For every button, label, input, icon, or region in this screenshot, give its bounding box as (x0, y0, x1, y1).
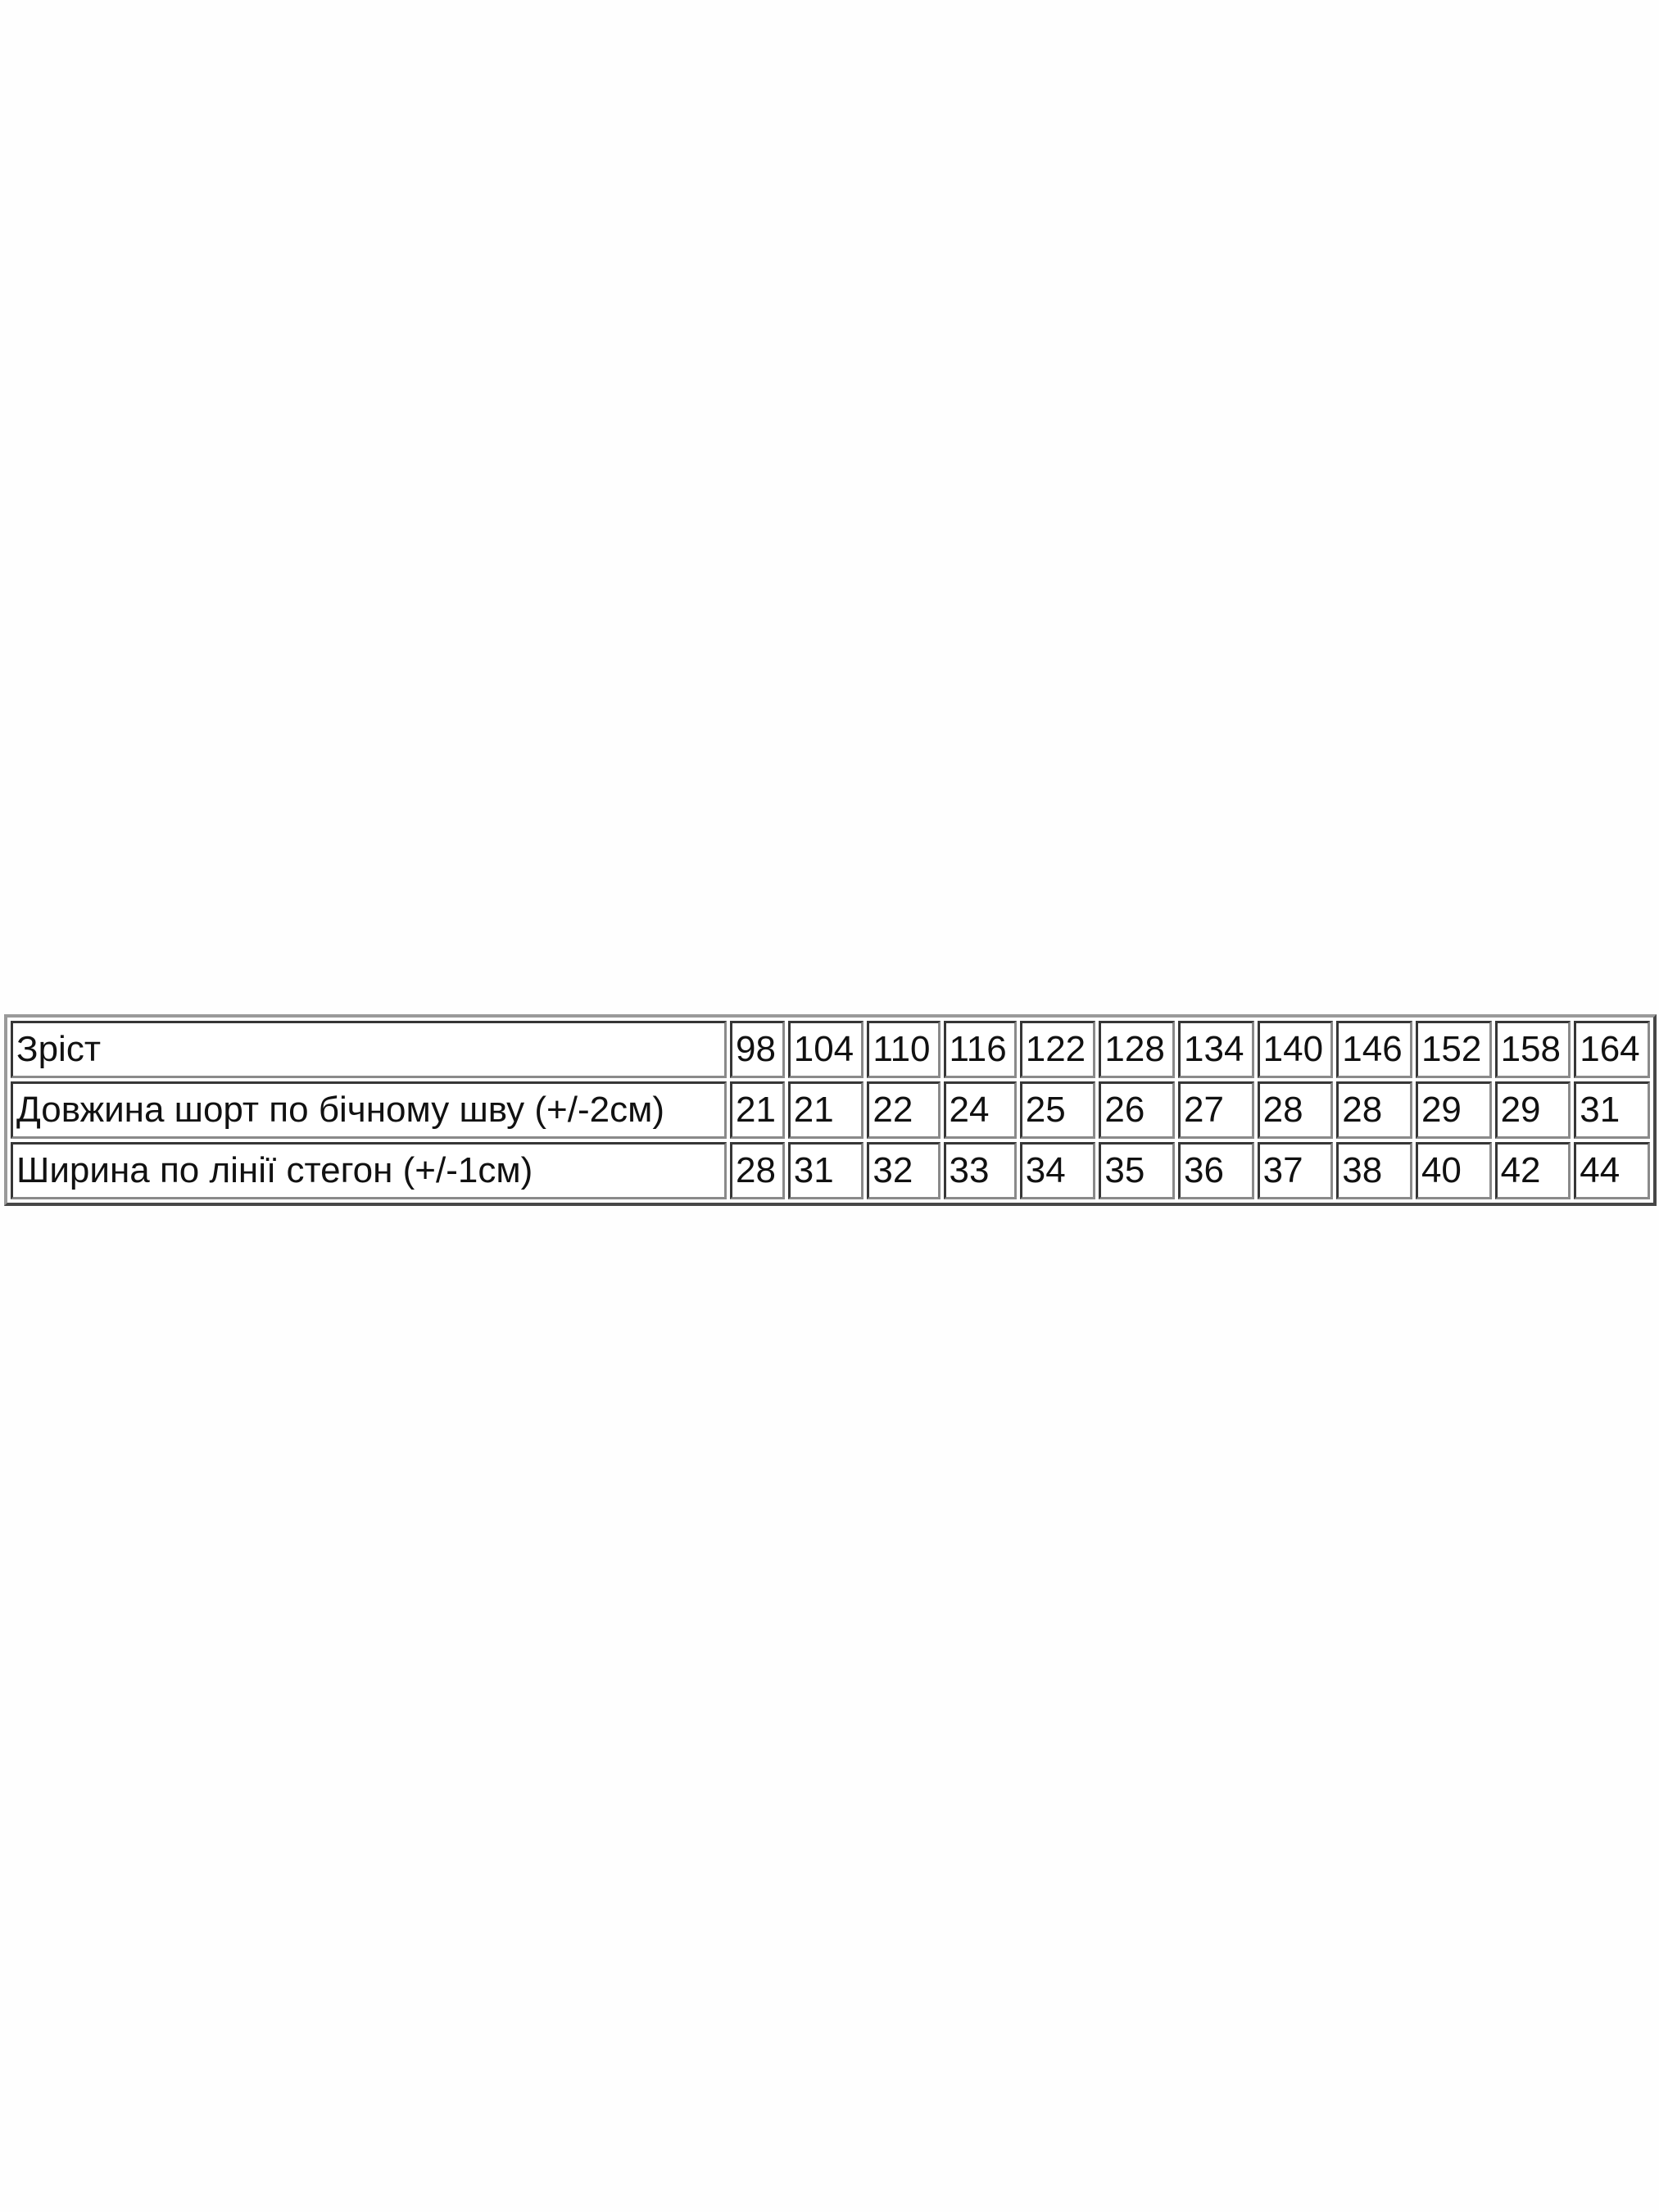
table-cell: 36 (1178, 1142, 1254, 1199)
table-cell: 110 (867, 1021, 941, 1078)
table-cell: 40 (1415, 1142, 1492, 1199)
table-cell: 26 (1099, 1081, 1176, 1139)
table-cell: 28 (730, 1142, 785, 1199)
table-cell: 134 (1178, 1021, 1254, 1078)
table-cell: 152 (1415, 1021, 1492, 1078)
table-cell: 21 (730, 1081, 785, 1139)
table-cell: 140 (1257, 1021, 1334, 1078)
table-cell: 25 (1019, 1081, 1096, 1139)
table-cell: 21 (787, 1081, 864, 1139)
table-cell: 164 (1574, 1021, 1650, 1078)
table-cell: 35 (1099, 1142, 1176, 1199)
table-cell: 38 (1336, 1142, 1412, 1199)
table-cell: 44 (1574, 1142, 1650, 1199)
size-chart-table: Зріст 98 104 110 116 122 128 134 140 146 152 158 164… (4, 1014, 1657, 1206)
table-cell: 31 (787, 1142, 864, 1199)
table-cell: 22 (867, 1081, 941, 1139)
table-cell: 37 (1257, 1142, 1334, 1199)
table-cell: 104 (787, 1021, 864, 1078)
table-cell: 24 (943, 1081, 1017, 1139)
row-hip-width: Ширина по лінії стегон (+/-1см) 28 31 32 33 3… (11, 1142, 1650, 1199)
table-cell: 32 (867, 1142, 941, 1199)
table-cell: 29 (1415, 1081, 1492, 1139)
table-cell: 34 (1019, 1142, 1096, 1199)
table-cell: 116 (943, 1021, 1017, 1078)
row-height: Зріст 98 104 110 116 122 128 134 140 146 152 158 164 (11, 1021, 1650, 1078)
table-cell: 122 (1019, 1021, 1096, 1078)
table-cell: 28 (1336, 1081, 1412, 1139)
table-cell: 98 (730, 1021, 785, 1078)
table-cell: 29 (1494, 1081, 1571, 1139)
row-label: Ширина по лінії стегон (+/-1см) (11, 1142, 727, 1199)
table-cell: 146 (1336, 1021, 1412, 1078)
row-label: Довжина шорт по бічному шву (+/-2см) (11, 1081, 727, 1139)
row-label: Зріст (11, 1021, 727, 1078)
table-cell: 158 (1494, 1021, 1571, 1078)
row-side-seam-length: Довжина шорт по бічному шву (+/-2см) 21 21… (11, 1081, 1650, 1139)
table-cell: 33 (943, 1142, 1017, 1199)
table-cell: 27 (1178, 1081, 1254, 1139)
table-cell: 31 (1574, 1081, 1650, 1139)
table-cell: 128 (1099, 1021, 1176, 1078)
table-cell: 42 (1494, 1142, 1571, 1199)
table-cell: 28 (1257, 1081, 1334, 1139)
size-chart-body: Зріст 98 104 110 116 122 128 134 140 146 152 158 164… (11, 1021, 1650, 1199)
